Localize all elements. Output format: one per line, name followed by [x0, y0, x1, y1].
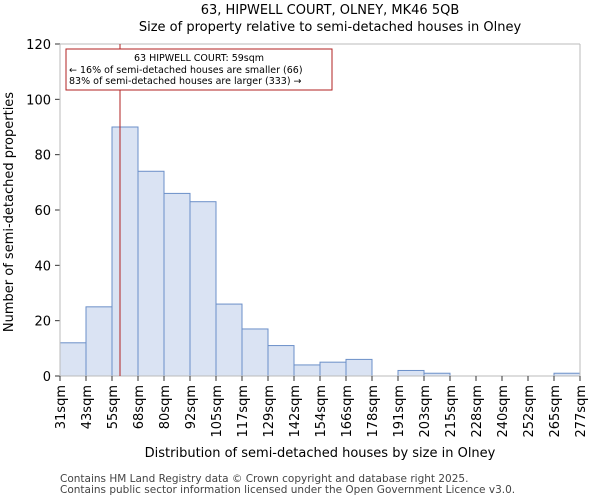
x-tick-label: 166sqm	[340, 385, 355, 438]
y-tick-label: 40	[34, 259, 51, 274]
annotation-smaller: ← 16% of semi-detached houses are smalle…	[69, 65, 303, 76]
bar	[137, 170, 165, 377]
y-tick-label: 60	[34, 204, 51, 219]
x-tick-label: 215sqm	[444, 385, 459, 438]
x-axis-label: Distribution of semi-detached houses by …	[145, 446, 496, 461]
chart-title: 63, HIPWELL COURT, OLNEY, MK46 5QB	[201, 3, 460, 18]
x-tick-label: 252sqm	[522, 385, 537, 438]
bar	[293, 364, 321, 377]
y-tick-label: 0	[43, 370, 51, 385]
x-tick-label: 240sqm	[496, 385, 511, 438]
annotation-title: 63 HIPWELL COURT: 59sqm	[134, 53, 264, 64]
x-tick-label: 228sqm	[470, 385, 485, 438]
x-tick-label: 68sqm	[132, 385, 147, 429]
x-tick-label: 117sqm	[236, 385, 251, 438]
footer-licence: Contains public sector information licen…	[60, 484, 516, 496]
x-tick-label: 178sqm	[366, 385, 381, 438]
x-tick-label: 277sqm	[574, 385, 589, 438]
x-tick-label: 129sqm	[262, 385, 277, 438]
bar	[345, 358, 373, 377]
y-axis-ticks: 0 20 40 60 80 100 120	[26, 38, 60, 385]
x-tick-label: 55sqm	[106, 385, 121, 429]
bar	[163, 192, 191, 377]
bar	[397, 369, 425, 377]
x-tick-label: 92sqm	[184, 385, 199, 429]
x-tick-label: 43sqm	[80, 385, 95, 429]
bar	[215, 303, 243, 377]
y-tick-label: 20	[34, 315, 51, 330]
bar	[319, 361, 347, 377]
bar	[111, 126, 139, 377]
property-marker: 63 HIPWELL COURT: 59sqm← 16% of semi-det…	[65, 44, 333, 376]
bars	[59, 126, 581, 377]
x-tick-label: 154sqm	[314, 385, 329, 438]
x-axis-ticks: 31sqm 43sqm 55sqm 68sqm 80sqm 92sqm 105sqm 117s…	[54, 376, 589, 438]
x-tick-label: 142sqm	[288, 385, 303, 438]
bar	[59, 342, 87, 377]
x-tick-label: 203sqm	[418, 385, 433, 438]
bar	[189, 201, 217, 377]
x-tick-label: 191sqm	[392, 385, 407, 438]
y-tick-label: 80	[34, 149, 51, 164]
x-tick-label: 265sqm	[548, 385, 563, 438]
bar	[85, 306, 113, 377]
y-tick-label: 120	[26, 38, 51, 53]
x-tick-label: 31sqm	[54, 385, 69, 429]
annotation-larger: 83% of semi-detached houses are larger (…	[69, 76, 302, 87]
y-axis-label: Number of semi-detached properties	[2, 92, 17, 332]
footer-copyright: Contains HM Land Registry data © Crown c…	[60, 473, 469, 485]
y-tick-label: 100	[26, 93, 51, 108]
bar	[267, 345, 295, 377]
bar	[241, 328, 269, 377]
x-tick-label: 105sqm	[210, 385, 225, 438]
chart-subtitle: Size of property relative to semi-detach…	[139, 20, 522, 35]
x-tick-label: 80sqm	[158, 385, 173, 429]
annotation-box	[65, 48, 333, 91]
